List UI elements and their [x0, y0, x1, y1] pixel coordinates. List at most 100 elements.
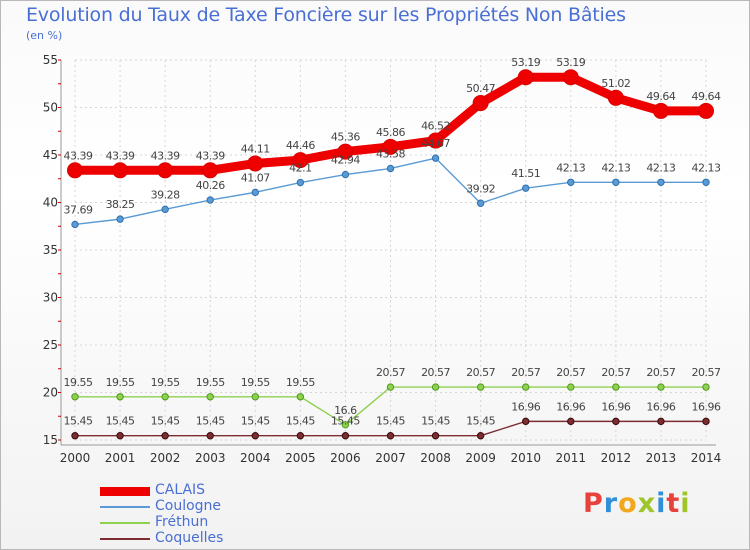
- data-point: [427, 132, 444, 149]
- data-label: 42.13: [601, 161, 630, 174]
- legend-swatch: [100, 506, 150, 508]
- data-point: [157, 162, 174, 179]
- data-point: [161, 432, 169, 440]
- data-label: 19.55: [151, 376, 180, 389]
- data-label: 45.86: [376, 126, 405, 139]
- data-point: [567, 383, 575, 391]
- data-point: [698, 102, 714, 119]
- x-tick-label: 2007: [375, 451, 406, 465]
- data-point: [71, 220, 79, 229]
- data-label: 49.64: [646, 90, 675, 103]
- legend-swatch: [100, 538, 150, 540]
- data-label: 43.58: [376, 147, 405, 160]
- data-label: 44.46: [286, 139, 315, 152]
- x-tick-label: 2013: [646, 451, 677, 465]
- data-point: [652, 102, 669, 119]
- x-tick-label: 2009: [465, 451, 496, 465]
- data-label: 16.96: [556, 400, 585, 413]
- data-point: [612, 178, 620, 186]
- data-point: [657, 383, 665, 391]
- y-tick-label: 25: [43, 338, 58, 352]
- proxiti-logo: Proxiti: [583, 488, 691, 519]
- y-tick-label: 40: [43, 196, 58, 210]
- data-point: [71, 432, 79, 440]
- data-label: 41.07: [241, 171, 270, 184]
- data-label: 16.96: [511, 400, 540, 413]
- x-tick-label: 2000: [60, 451, 91, 465]
- data-label: 51.02: [601, 77, 630, 90]
- legend-label: Fréthun: [155, 514, 209, 530]
- data-point: [702, 383, 710, 391]
- data-label: 39.92: [466, 182, 495, 195]
- data-label: 20.57: [376, 366, 405, 379]
- data-label: 20.57: [556, 366, 585, 379]
- data-point: [386, 383, 395, 391]
- data-point: [522, 184, 530, 192]
- data-point: [112, 162, 129, 179]
- data-label: 43.39: [106, 149, 135, 162]
- chart-title: Evolution du Taux de Taxe Foncière sur l…: [26, 4, 626, 26]
- data-point: [607, 89, 624, 106]
- data-label: 43.39: [151, 149, 180, 162]
- data-point: [247, 155, 264, 172]
- data-label: 42.13: [692, 161, 721, 174]
- data-label: 15.45: [196, 415, 225, 428]
- data-point: [562, 69, 579, 86]
- data-label: 20.57: [511, 366, 540, 379]
- data-label: 19.55: [241, 376, 270, 389]
- data-label: 19.55: [196, 376, 225, 389]
- data-point: [161, 393, 169, 401]
- data-labels: 43.39 43.39 43.39 43.39 44.11 44.46 45.36 45.86…: [64, 56, 722, 428]
- data-label: 38.25: [106, 198, 135, 211]
- data-point: [116, 393, 124, 401]
- data-point: [382, 138, 399, 155]
- data-label: 15.45: [64, 415, 93, 428]
- data-label: 49.64: [692, 90, 721, 103]
- series-group: [67, 69, 714, 440]
- data-label: 19.55: [286, 376, 315, 389]
- y-tick-label: 20: [43, 386, 58, 400]
- data-label: 20.57: [466, 366, 495, 379]
- legend-item-fréthun: Fréthun: [100, 514, 300, 531]
- data-label: 16.6: [334, 404, 357, 417]
- legend-label: CALAIS: [155, 482, 206, 498]
- data-point: [206, 196, 214, 204]
- data-point: [202, 162, 219, 179]
- data-point: [702, 417, 710, 426]
- data-point: [472, 95, 489, 112]
- data-point: [657, 417, 665, 426]
- data-label: 53.19: [511, 56, 540, 69]
- legend: CALAIS Coulogne Fréthun Coquelles: [100, 482, 300, 547]
- data-label: 19.55: [64, 376, 93, 389]
- data-point: [341, 170, 350, 179]
- x-tick-label: 2011: [556, 451, 587, 465]
- legend-swatch: [100, 522, 150, 524]
- data-label: 46.52: [421, 120, 450, 133]
- x-tick-label: 2004: [240, 451, 271, 465]
- x-tick-label: 2002: [150, 451, 181, 465]
- data-point: [161, 205, 169, 214]
- data-point: [296, 178, 305, 187]
- legend-item-calais: CALAIS: [100, 482, 300, 499]
- data-point: [67, 162, 83, 179]
- data-point: [567, 178, 575, 186]
- y-tick-label: 45: [43, 148, 58, 162]
- data-label: 42.13: [556, 161, 585, 174]
- data-point: [386, 432, 395, 440]
- data-label: 15.45: [466, 415, 495, 428]
- data-point: [657, 178, 665, 186]
- data-label: 43.39: [196, 149, 225, 162]
- data-label: 16.96: [692, 400, 721, 413]
- data-label: 40.26: [196, 179, 225, 192]
- data-label: 16.96: [646, 400, 675, 413]
- x-tick-label: 2012: [601, 451, 632, 465]
- data-point: [292, 152, 309, 169]
- data-point: [612, 383, 620, 391]
- data-label: 50.47: [466, 82, 495, 95]
- data-label: 16.96: [601, 400, 630, 413]
- data-label: 37.69: [64, 203, 93, 216]
- data-point: [476, 383, 485, 391]
- data-point: [206, 393, 214, 401]
- legend-item-coquelles: Coquelles: [100, 530, 300, 547]
- data-label: 42.1: [289, 162, 312, 175]
